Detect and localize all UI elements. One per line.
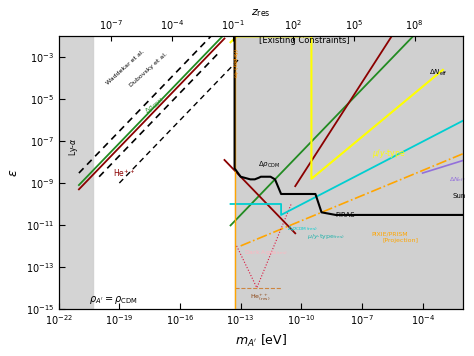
Text: $\rm He^{++}$: $\rm He^{++}$ [113, 167, 135, 179]
Text: $\Delta\rho_{\rm CDM\,(res)}$: $\Delta\rho_{\rm CDM\,(res)}$ [287, 224, 318, 232]
Text: $\Delta N_{\rm eff}$: $\Delta N_{\rm eff}$ [428, 68, 447, 78]
Text: $\rm He^{++}_{\rm (res)}$: $\rm He^{++}_{\rm (res)}$ [250, 293, 271, 302]
Text: Dark Ages$_{\rm (res)}$: Dark Ages$_{\rm (res)}$ [244, 249, 288, 257]
Text: FIRAS: FIRAS [336, 211, 356, 218]
X-axis label: $z_{\rm res}$: $z_{\rm res}$ [251, 7, 271, 19]
Text: Waddekar et al.: Waddekar et al. [105, 49, 146, 85]
Text: PIXIE/PRISM: PIXIE/PRISM [372, 232, 408, 237]
X-axis label: $m_{A'}$ [eV]: $m_{A'}$ [eV] [235, 333, 287, 349]
Text: ${\rm Ly}\text{-}\alpha$: ${\rm Ly}\text{-}\alpha$ [67, 138, 80, 156]
Text: $\Delta N_{\rm eff}$: $\Delta N_{\rm eff}$ [449, 176, 466, 184]
Text: [Existing Constraints]: [Existing Constraints] [259, 36, 349, 45]
Text: $\mu/y$-type: $\mu/y$-type [372, 147, 405, 160]
Text: $\mu/y$-type$_{\rm (res)}$: $\mu/y$-type$_{\rm (res)}$ [308, 232, 345, 241]
Text: Sun: Sun [453, 193, 466, 199]
Text: Dubovsky et al.: Dubovsky et al. [129, 51, 169, 88]
Bar [59, 36, 93, 309]
Text: [Projection]: [Projection] [382, 238, 418, 243]
Y-axis label: $\epsilon$: $\epsilon$ [7, 168, 20, 177]
Text: $\omega_p$ (today): $\omega_p$ (today) [233, 47, 243, 78]
Text: $\Delta\rho_{\rm CDM}$: $\Delta\rho_{\rm CDM}$ [258, 160, 280, 170]
Text: $\Delta\rho_{\rm CDM}$: $\Delta\rho_{\rm CDM}$ [143, 95, 166, 117]
Text: $\rho_{A'} = \rho_{\rm CDM}$: $\rho_{A'} = \rho_{\rm CDM}$ [89, 294, 137, 307]
